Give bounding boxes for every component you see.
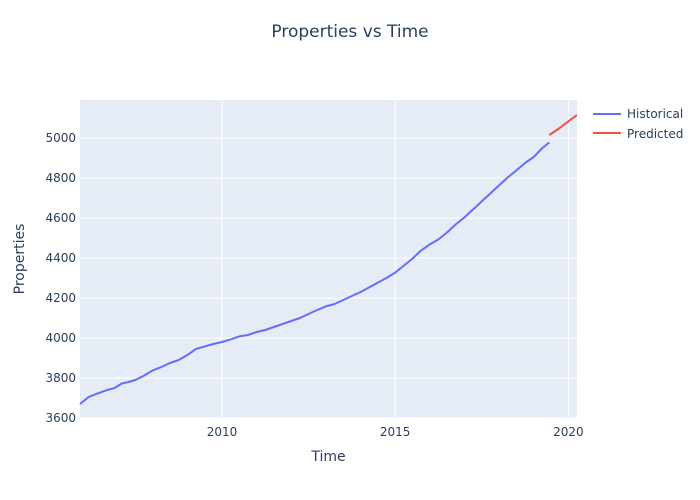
series-line-historical[interactable] [79,141,550,405]
chart-title: Properties vs Time [271,22,428,42]
legend-label-historical: Historical [627,107,683,121]
x-tick-labels: 2010 2015 2020 [207,425,584,439]
legend: Historical Predicted [593,107,683,141]
y-axis-title: Properties [12,224,28,295]
y-tick-labels: 3600 3800 4000 4200 4400 4600 4800 5000 [45,131,76,425]
y-tick-label-5000: 5000 [45,131,76,145]
x-tick-label-2020: 2020 [553,425,584,439]
series-line-predicted[interactable] [548,114,578,136]
y-tick-label-4400: 4400 [45,251,76,265]
y-tick-label-4000: 4000 [45,331,76,345]
x-grid-lines [221,100,569,418]
y-tick-label-4800: 4800 [45,171,76,185]
legend-item-historical[interactable]: Historical [593,107,683,121]
x-axis-title: Time [310,449,345,465]
plot-background [80,100,577,418]
y-grid-lines [80,137,577,419]
y-tick-label-4600: 4600 [45,211,76,225]
y-tick-label-4200: 4200 [45,291,76,305]
x-tick-label-2015: 2015 [380,425,411,439]
y-tick-label-3800: 3800 [45,371,76,385]
series-layer [79,114,578,405]
legend-item-predicted[interactable]: Predicted [593,127,683,141]
y-tick-label-3600: 3600 [45,411,76,425]
x-tick-label-2010: 2010 [207,425,238,439]
legend-label-predicted: Predicted [627,127,683,141]
